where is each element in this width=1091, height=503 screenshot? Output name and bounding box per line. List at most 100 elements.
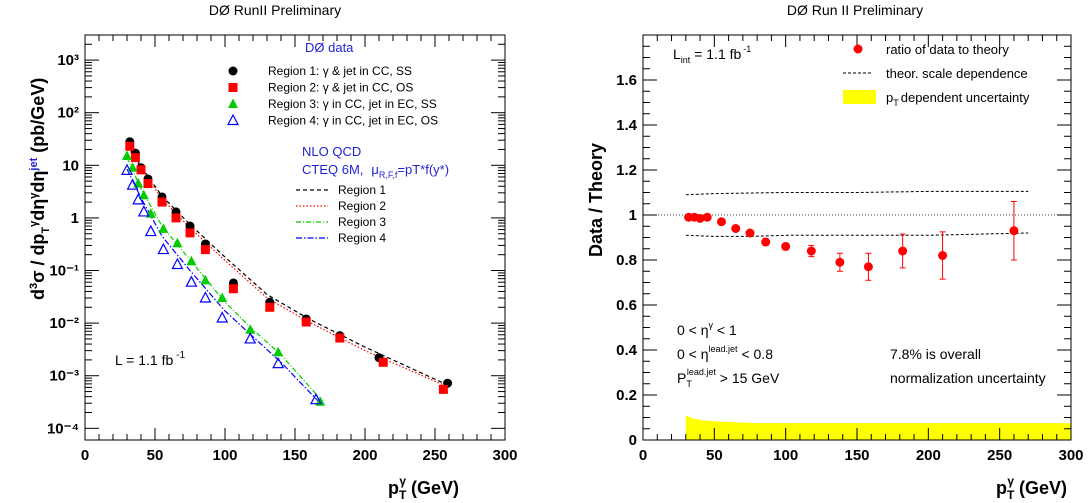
legend-label-region-3: Region 3: γ in CC, jet in EC, SS xyxy=(268,97,437,111)
left-data-point-region-4 xyxy=(121,163,133,176)
left-data-point-region-4 xyxy=(144,224,157,237)
ratio-point xyxy=(806,246,816,256)
left-data-point-region-3 xyxy=(245,324,256,334)
ratio-point xyxy=(835,257,845,267)
left-data-point-region-2 xyxy=(335,333,345,343)
ratio-point xyxy=(938,251,948,260)
ratio-point xyxy=(863,262,873,272)
left-y-tick-label: 10⁻² xyxy=(49,315,79,332)
cut-jet-pt: PTlead.jet > 15 GeV xyxy=(677,367,780,389)
right-x-axis-ticks: 0 50 100 150 200 250 300 xyxy=(639,35,1084,464)
legend-scale-label: theor. scale dependence xyxy=(886,66,1028,81)
left-x-tick-label: 150 xyxy=(282,447,307,464)
left-data-point-region-1 xyxy=(185,221,195,231)
uncertainty-band-area xyxy=(685,415,1071,440)
ratio-point xyxy=(702,212,712,222)
ratio-point xyxy=(1009,226,1019,236)
legend-band-swatch xyxy=(843,90,876,104)
cut-photon-eta: 0 < ηγ < 1 xyxy=(677,320,737,338)
normalization-note-line1: 7.8% is overall xyxy=(890,346,981,362)
left-data-point-region-4 xyxy=(272,356,285,369)
legend-label-region-1: Region 1: γ & jet in CC, SS xyxy=(268,64,412,78)
left-data-point-region-3 xyxy=(138,189,149,200)
left-cross-section-plot: DØ RunII Preliminary 10⁻⁴10⁻³10⁻²10⁻¹110… xyxy=(28,2,518,502)
left-x-axis-label: pTγ (GeV) xyxy=(388,474,459,502)
legend-ratio-marker xyxy=(853,44,863,54)
left-data-point-region-4 xyxy=(132,193,145,205)
left-data-point-region-4 xyxy=(310,392,322,405)
left-luminosity: L = 1.1 fb -1 xyxy=(115,350,186,368)
ratio-point xyxy=(781,242,791,251)
left-x-tick-label: 200 xyxy=(352,447,377,464)
left-data-point-region-2 xyxy=(130,153,140,163)
right-y-tick-label: 0.4 xyxy=(616,342,638,359)
right-x-tick-label: 50 xyxy=(706,447,723,464)
right-x-tick-label: 150 xyxy=(844,447,869,464)
left-data-point-region-2 xyxy=(438,384,448,394)
ratio-point xyxy=(745,228,755,238)
right-ratio-plot: DØ Run II Preliminary 0 0.2 0.4 0.6 0.8 1 1.2 1… xyxy=(586,2,1084,502)
pt-dependent-uncertainty-band xyxy=(685,415,1071,440)
normalization-note-line2: normalization uncertainty xyxy=(890,370,1046,386)
right-x-tick-label: 200 xyxy=(916,447,941,464)
left-frame xyxy=(84,34,506,441)
scale-lower-curve xyxy=(685,232,1029,237)
right-y-tick-label: 0.6 xyxy=(616,297,637,314)
right-y-tick-label: 0 xyxy=(629,432,637,449)
left-legend-title: DØ data xyxy=(305,40,354,55)
right-title: DØ Run II Preliminary xyxy=(787,2,923,18)
left-data-point-region-2 xyxy=(136,165,146,175)
left-data-point-region-4 xyxy=(157,242,170,255)
left-data-point-region-4 xyxy=(199,291,212,303)
right-luminosity: Lint = 1.1 fb -1 xyxy=(673,44,751,65)
legend-marker-region-2 xyxy=(228,83,238,92)
left-data-point-region-4 xyxy=(185,275,198,287)
left-data-point-region-2 xyxy=(378,357,388,367)
legend-label-region-2: Region 2: γ & jet in CC, OS xyxy=(268,81,413,95)
left-data-point-region-3 xyxy=(217,292,228,303)
left-y-tick-label: 10⁻³ xyxy=(49,368,79,385)
left-theory-curves xyxy=(126,143,450,404)
left-y-axis-label: d3σ / dpTγdηγdηjet (pb/GeV) xyxy=(28,78,52,300)
legend-marker-region-4 xyxy=(227,113,239,126)
right-x-tick-label: 100 xyxy=(773,447,798,464)
left-data-point-region-2 xyxy=(265,302,275,312)
ratio-point xyxy=(731,224,741,233)
right-y-axis-label: Data / Theory xyxy=(586,143,606,257)
left-data-points xyxy=(121,137,453,406)
right-y-tick-label: 1.2 xyxy=(616,162,637,179)
scale-upper-curve xyxy=(685,190,1029,196)
ratio-data-points xyxy=(684,201,1019,281)
left-data-legend: Region 1: γ & jet in CC, SS Region 2: γ &… xyxy=(227,64,438,128)
left-data-point-region-2 xyxy=(200,245,210,255)
cut-jet-eta: 0 < ηlead.jet < 0.8 xyxy=(677,344,773,362)
left-data-point-region-4 xyxy=(171,257,184,270)
right-x-tick-label: 250 xyxy=(987,447,1012,464)
left-x-tick-label: 250 xyxy=(422,447,447,464)
left-data-point-region-2 xyxy=(143,179,153,189)
theory-curve-region-1 xyxy=(126,143,450,387)
left-data-point-region-3 xyxy=(273,346,284,357)
theory-pdf: CTEQ 6M, μR,F,f=pT*f(y*) xyxy=(302,162,449,180)
theory-legend-label-3: Region 3 xyxy=(338,215,386,229)
left-y-tick-label: 10⁻⁴ xyxy=(47,420,79,437)
legend-band-label: pT dependent uncertainty xyxy=(886,90,1030,108)
left-data-point-region-2 xyxy=(171,213,181,223)
theory-curve-region-4 xyxy=(126,168,321,404)
left-data-point-region-3 xyxy=(127,162,138,172)
left-x-axis-ticks: 0 50 100 150 200 250 300 xyxy=(81,35,518,464)
legend-marker-region-3 xyxy=(228,98,238,108)
left-data-point-region-2 xyxy=(228,284,238,294)
left-data-point-region-3 xyxy=(186,255,197,266)
theory-legend-label-2: Region 2 xyxy=(338,199,386,213)
left-title: DØ RunII Preliminary xyxy=(209,2,341,18)
left-data-point-region-3 xyxy=(200,274,211,285)
left-data-point-region-4 xyxy=(216,311,229,323)
left-data-point-region-3 xyxy=(122,150,132,161)
left-data-point-region-2 xyxy=(125,141,135,151)
right-x-axis-label: pTγ (GeV) xyxy=(996,474,1067,502)
legend-marker-region-1 xyxy=(228,66,238,76)
left-data-point-region-4 xyxy=(137,205,150,217)
right-y-tick-label: 1 xyxy=(629,207,637,224)
